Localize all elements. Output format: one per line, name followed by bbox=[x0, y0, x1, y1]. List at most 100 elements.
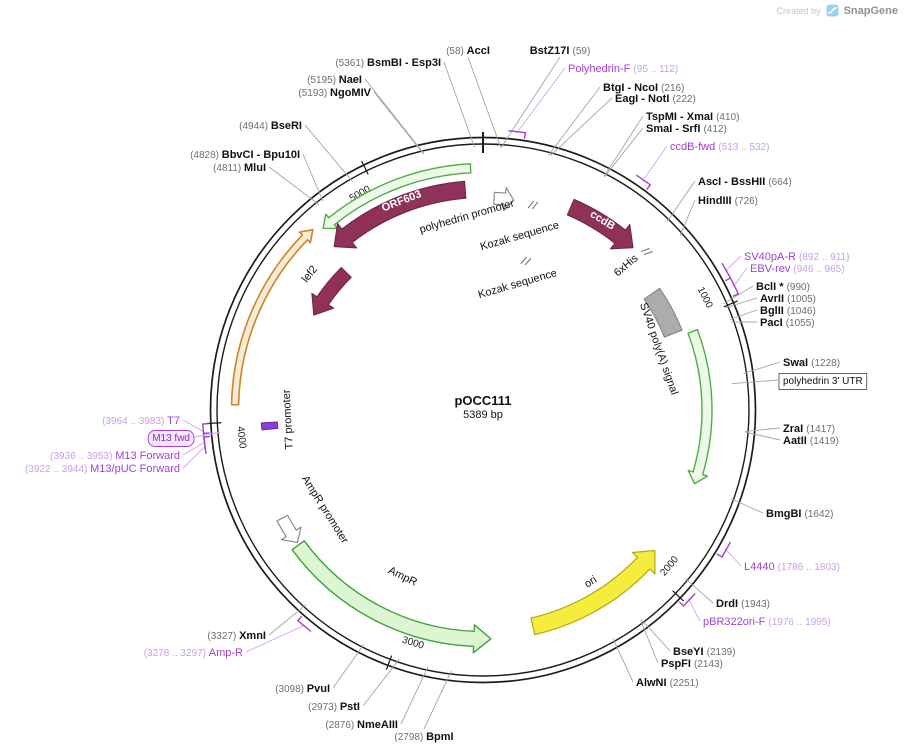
site-ngomiv: (5193) NgoMIV bbox=[298, 87, 424, 155]
site-nmeaiii: (2876) NmeAIII bbox=[325, 666, 429, 731]
tick-4000: 4000 bbox=[206, 422, 248, 450]
site-label: AlwNI (2251) bbox=[636, 677, 699, 689]
primer-mark bbox=[296, 615, 312, 633]
site-label: AvrII (1005) bbox=[760, 293, 816, 305]
snapgene-logo-icon bbox=[826, 4, 839, 17]
feature-label-ori: ori bbox=[582, 574, 599, 591]
site-label: (5361) BsmBI - Esp3I bbox=[335, 57, 441, 69]
primer-ebv-rev: EBV-rev (946 .. 965) bbox=[730, 263, 845, 297]
site-label: EagI - NotI (222) bbox=[615, 93, 696, 105]
watermark: Created by SnapGene bbox=[777, 4, 898, 17]
primer-mark bbox=[721, 262, 732, 282]
feature-ampr-promoter bbox=[276, 514, 302, 544]
feature-green-arc-upper-left bbox=[322, 163, 472, 230]
feature-label-lef2: lef2 bbox=[300, 264, 320, 285]
feature-label-t7-promoter: T7 promoter bbox=[281, 389, 296, 450]
site-label: (4944) BseRI bbox=[239, 120, 302, 132]
plasmid-title-block: pOCC111 5389 bp bbox=[454, 394, 511, 422]
site-bbvci-bpu10i: (4828) BbvCI - Bpu10I bbox=[190, 149, 324, 202]
site-label: AscI - BssHII (664) bbox=[698, 176, 792, 188]
feature-ccdb bbox=[566, 198, 634, 250]
site-asci-bsshii: AscI - BssHII (664) bbox=[666, 176, 792, 223]
site-label: ZraI (1417) bbox=[783, 423, 835, 435]
site-label: (2798) BpmI bbox=[394, 731, 453, 743]
feature-t7-promoter bbox=[260, 421, 279, 431]
site-label: pBR322ori-F (1976 .. 1995) bbox=[703, 616, 831, 628]
boxed-label-text: M13 fwd bbox=[152, 433, 190, 444]
site-label: Polyhedrin-F (95 .. 112) bbox=[568, 63, 678, 75]
feature-label-6xhis: 6xHis bbox=[612, 252, 641, 279]
site-xmni: (3327) XmnI bbox=[207, 604, 307, 642]
site-drdi: DrdI (1943) bbox=[684, 577, 770, 610]
plasmid-name: pOCC111 bbox=[454, 393, 512, 408]
tick-2000: 2000 bbox=[658, 554, 684, 602]
primer-mark bbox=[678, 593, 696, 607]
site-swai: SwaI (1228) bbox=[743, 357, 840, 375]
site-label: (2973) PstI bbox=[308, 701, 360, 713]
primer-mark bbox=[716, 541, 732, 558]
plasmid-size: 5389 bp bbox=[463, 409, 503, 421]
site-label: BclI * (990) bbox=[756, 281, 810, 293]
feature-ori bbox=[530, 549, 656, 636]
tick-label-1000: 1000 bbox=[695, 285, 715, 310]
site-psti: (2973) PstI bbox=[308, 659, 400, 713]
site-mlui: (4811) MluI bbox=[213, 162, 320, 205]
site-bseyi: BseYI (2139) bbox=[641, 619, 736, 658]
site-label: (58) AccI bbox=[446, 45, 490, 57]
site-bglii: BglII (1046) bbox=[729, 305, 816, 320]
site-label: ccdB-fwd (513 .. 532) bbox=[670, 141, 769, 153]
feature-lef2 bbox=[311, 266, 352, 316]
site-label: EBV-rev (946 .. 965) bbox=[750, 263, 845, 275]
site-label: AatII (1419) bbox=[783, 435, 839, 447]
site-label: BmgBI (1642) bbox=[766, 508, 833, 520]
site-label: (3278 .. 3297) Amp-R bbox=[144, 647, 243, 659]
site-pspfi: PspFI (2143) bbox=[640, 620, 723, 670]
primer-mark bbox=[730, 278, 740, 297]
site-label: (5193) NgoMIV bbox=[298, 87, 371, 99]
boxed-label-text: polyhedrin 3' UTR bbox=[783, 376, 863, 387]
primer-pbr322ori-f: pBR322ori-F (1976 .. 1995) bbox=[678, 593, 831, 628]
primer-mark bbox=[635, 174, 652, 191]
site-bpmi: (2798) BpmI bbox=[394, 670, 454, 743]
boxed-label-frame bbox=[147, 430, 195, 447]
site-label: (3922 .. 3944) M13/pUC Forward bbox=[25, 463, 180, 475]
site-bmgbi: BmgBI (1642) bbox=[730, 498, 833, 520]
primer-polyhedrin-f: Polyhedrin-F (95 .. 112) bbox=[508, 63, 678, 139]
boxed-label-frame bbox=[778, 373, 868, 390]
site-label: (5195) NaeI bbox=[307, 74, 362, 86]
site-label: PacI (1055) bbox=[760, 317, 815, 329]
site-eagi-noti: EagI - NotI (222) bbox=[549, 93, 696, 157]
site-smai-srfi: SmaI - SrfI (412) bbox=[604, 123, 727, 178]
site-bcli: BclI * (990) bbox=[723, 281, 810, 304]
site-label: HindIII (726) bbox=[698, 195, 758, 207]
site-label: BseYI (2139) bbox=[673, 646, 736, 658]
site-label: SV40pA-R (892 .. 911) bbox=[744, 251, 849, 263]
site-label: SmaI - SrfI (412) bbox=[646, 123, 727, 135]
feature-sv40-polya-signal bbox=[643, 287, 683, 338]
site-acci: (58) AccI bbox=[446, 45, 502, 148]
site-bseri: (4944) BseRI bbox=[239, 120, 353, 182]
primer-ccdb-fwd: ccdB-fwd (513 .. 532) bbox=[635, 141, 769, 191]
site-label: PspFI (2143) bbox=[661, 658, 723, 670]
feature-ampr bbox=[291, 540, 492, 654]
site-bstz17i: BstZ17I (59) bbox=[500, 45, 590, 148]
feature-label-kozak-sequence: Kozak sequence bbox=[479, 219, 561, 253]
site-naei: (5195) NaeI bbox=[307, 74, 425, 154]
feature-label-kozak-sequence: Kozak sequence bbox=[477, 267, 559, 301]
site-btgi-ncoi: BtgI - NcoI (216) bbox=[548, 82, 684, 156]
site-polyhedrin-3-utr: polyhedrin 3' UTR bbox=[731, 373, 868, 390]
primer-l4440: L4440 (1786 .. 1803) bbox=[716, 541, 840, 573]
kozak-mark-2 bbox=[520, 256, 532, 266]
site-label: (4811) MluI bbox=[213, 162, 266, 174]
site-hindiii: HindIII (726) bbox=[679, 195, 758, 236]
feature-polyhedrin-promoter bbox=[493, 187, 515, 212]
site-label: (2876) NmeAIII bbox=[325, 719, 398, 731]
feature-polyhedrin-3-utr-arc bbox=[687, 329, 713, 485]
6xhis-mark bbox=[640, 247, 653, 256]
site-tspmi-xmai: TspMI - XmaI (410) bbox=[603, 111, 739, 177]
primer-sv40pa-r: SV40pA-R (892 .. 911) bbox=[721, 251, 849, 282]
watermark-brand: SnapGene bbox=[843, 4, 898, 17]
feature-label-ampr-promoter: AmpR promoter bbox=[299, 474, 351, 546]
site-aatii: AatII (1419) bbox=[744, 431, 839, 447]
